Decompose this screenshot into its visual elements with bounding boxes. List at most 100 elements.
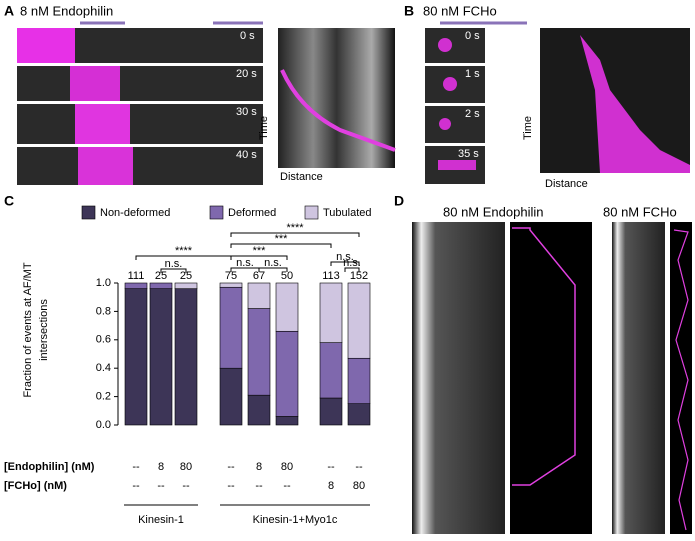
bar-segment [275,282,299,332]
axis-label: Distance [280,171,323,183]
panel-title: 8 nM Endophilin [20,3,113,18]
time-stamp: 20 s [236,68,257,80]
panel-label: D [394,193,404,209]
row-value: -- [227,461,235,473]
kymo-trace [580,35,690,173]
y-tick-label: 0.8 [96,305,111,317]
axis-label: Time [258,116,270,140]
row-value: 8 [158,461,164,473]
bar-segment [247,308,271,396]
count-label: 50 [281,270,293,282]
significance-label: *** [253,245,267,257]
significance-bracket [330,261,360,266]
row-value: -- [132,480,140,492]
legend-label: Tubulated [323,207,372,219]
bar-segment [247,282,271,309]
significance-label: n.s. [343,257,361,269]
time-stamp: 2 s [465,108,480,120]
y-tick-label: 0.4 [96,362,111,374]
bar-segment [124,288,148,426]
bar-segment [319,282,343,343]
row-value: -- [355,461,363,473]
significance-bracket [344,267,360,272]
bar-segment [174,288,198,426]
kymograph [278,28,395,168]
count-label: 25 [180,270,192,282]
bar-segment [219,282,243,288]
bar-segment [219,286,243,369]
y-tick-label: 0.6 [96,334,111,346]
y-tick-label: 1.0 [96,277,111,289]
image-stack [425,28,485,184]
bar-segment [149,288,173,426]
row-value: 80 [180,461,192,473]
image-stack [17,28,263,185]
row-value: 8 [256,461,262,473]
time-stamp: 0 s [465,30,480,42]
bar-segment [347,403,371,426]
significance-label: n.s. [264,257,282,269]
significance-label: n.s. [165,258,183,270]
count-label: 152 [350,270,368,282]
panel-title: 80 nM FCHo [423,3,497,18]
bar-segment [124,282,148,289]
row-value: -- [283,480,291,492]
count-label: 25 [155,270,167,282]
panel-title: 80 nM FCHo [603,204,677,219]
row-value: -- [327,461,335,473]
significance-label: n.s. [336,251,354,263]
row-value: 8 [328,480,334,492]
row-label: [FCHo] (nM) [4,480,67,492]
kymo-trace [280,69,396,152]
axis-label: Distance [545,178,588,190]
legend-label: Non-deformed [100,207,170,219]
panel-label: B [404,3,414,19]
row-value: -- [132,461,140,473]
count-label: 75 [225,270,237,282]
significance-label: n.s. [236,257,254,269]
bar-segment [247,394,271,426]
kymographs [412,222,692,534]
bar-segment [319,342,343,399]
legend-label: Deformed [228,207,276,219]
significance-label: *** [275,233,289,245]
time-stamp: 35 s [458,148,479,160]
y-axis-label: Fraction of events at AF/MT [22,262,34,397]
axis-label: Time [522,116,534,140]
bar-segment [275,330,299,417]
significance-bracket [230,243,332,248]
y-tick-label: 0.2 [96,391,111,403]
time-stamp: 40 s [236,149,257,161]
bar-segment [319,397,343,426]
row-value: 80 [281,461,293,473]
row-value: -- [182,480,190,492]
bar-segment [219,367,243,426]
significance-label: **** [175,245,193,257]
time-stamp: 1 s [465,68,480,80]
panel-title: 80 nM Endophilin [443,204,543,219]
significance-bracket [230,232,360,237]
bar-segment [275,416,299,426]
significance-label: **** [286,222,304,234]
count-label: 113 [322,270,340,282]
y-axis-label: intersections [38,299,50,361]
time-stamp: 0 s [240,30,255,42]
legend-swatch [81,205,96,220]
bar-segment [174,282,198,289]
group-label: Kinesin-1+Myo1c [253,514,338,526]
count-label: 111 [128,270,145,282]
legend-swatch [209,205,224,220]
bar-segment [347,282,371,359]
panel-label: C [4,193,14,209]
significance-bracket [160,268,187,273]
time-stamp: 30 s [236,106,257,118]
bar-segment [149,282,173,289]
row-value: 80 [353,480,365,492]
row-value: -- [255,480,263,492]
row-value: -- [227,480,235,492]
row-value: -- [157,480,165,492]
significance-bracket [258,267,288,272]
significance-bracket [230,255,288,260]
count-label: 67 [253,270,265,282]
bar-segment [347,357,371,405]
